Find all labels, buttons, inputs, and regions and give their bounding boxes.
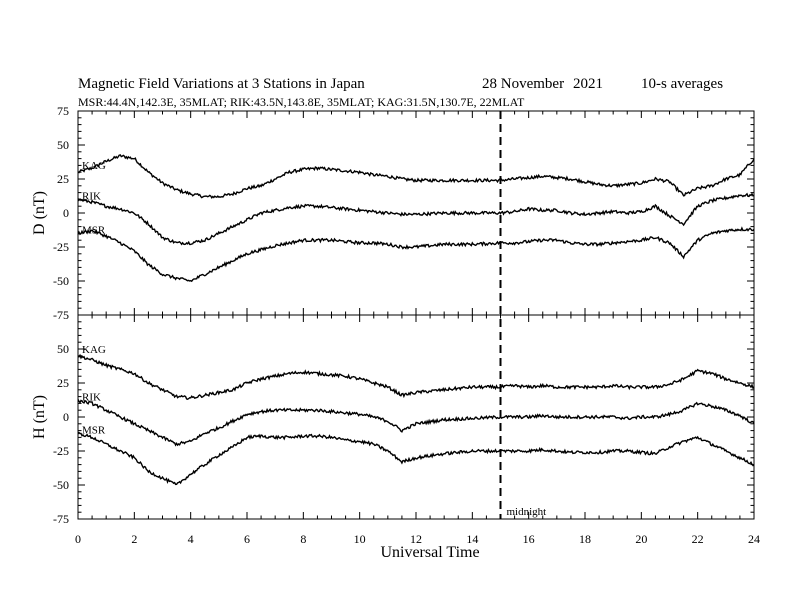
y-tick-label: -75 [53, 308, 69, 322]
y-tick-label: 0 [63, 206, 69, 220]
y-tick-label: 25 [57, 172, 69, 186]
y-tick-label: -50 [53, 478, 69, 492]
series-line-kag [77, 154, 755, 200]
figure-date-day-month: 28 November [482, 76, 564, 92]
y-tick-label: -75 [53, 512, 69, 526]
series-line-rik [77, 192, 755, 246]
x-tick-label: 0 [75, 532, 81, 546]
midnight-label: midnight [507, 506, 547, 518]
y-tick-label: 50 [57, 342, 69, 356]
x-tick-label: 20 [635, 532, 647, 546]
y-tick-label: 25 [57, 376, 69, 390]
figure-title: Magnetic Field Variations at 3 Stations … [78, 76, 365, 92]
series-label-rik: RIK [82, 190, 101, 202]
x-tick-label: 14 [466, 532, 478, 546]
x-tick-label: 6 [244, 532, 250, 546]
y-tick-label: 0 [63, 410, 69, 424]
series-label-rik: RIK [82, 392, 101, 404]
series-label-kag: KAG [82, 160, 106, 172]
x-tick-label: 10 [354, 532, 366, 546]
figure-date-year: 2021 [573, 76, 603, 92]
x-tick-label: 12 [410, 532, 422, 546]
data-curves: KAG RIK MSR KAG RIK MSR [77, 154, 755, 486]
series-line-msr [77, 431, 755, 486]
x-tick-label: 22 [692, 532, 704, 546]
y-tick-label: -50 [53, 274, 69, 288]
x-tick-label: 16 [523, 532, 535, 546]
x-tick-label: 18 [579, 532, 591, 546]
series-line-rik [77, 399, 755, 447]
series-label-msr: MSR [82, 424, 106, 436]
figure-averaging: 10-s averages [641, 76, 723, 92]
top-panel-ylabel: D (nT) [31, 191, 48, 235]
x-tick-label: 24 [748, 532, 760, 546]
y-tick-label: 75 [57, 104, 69, 118]
y-tick-label: 50 [57, 138, 69, 152]
series-label-msr: MSR [82, 224, 106, 236]
x-tick-label: 4 [188, 532, 194, 546]
x-axis-title: Universal Time [380, 544, 479, 561]
bottom-panel-ylabel: H (nT) [31, 395, 48, 439]
x-tick-label: 8 [300, 532, 306, 546]
figure-subtitle: MSR:44.4N,142.3E, 35MLAT; RIK:43.5N,143.… [78, 95, 525, 109]
x-tick-label: 2 [131, 532, 137, 546]
series-line-msr [77, 226, 755, 283]
series-line-kag [77, 353, 755, 400]
y-tick-label: -25 [53, 240, 69, 254]
y-tick-label: -25 [53, 444, 69, 458]
series-label-kag: KAG [82, 344, 106, 356]
